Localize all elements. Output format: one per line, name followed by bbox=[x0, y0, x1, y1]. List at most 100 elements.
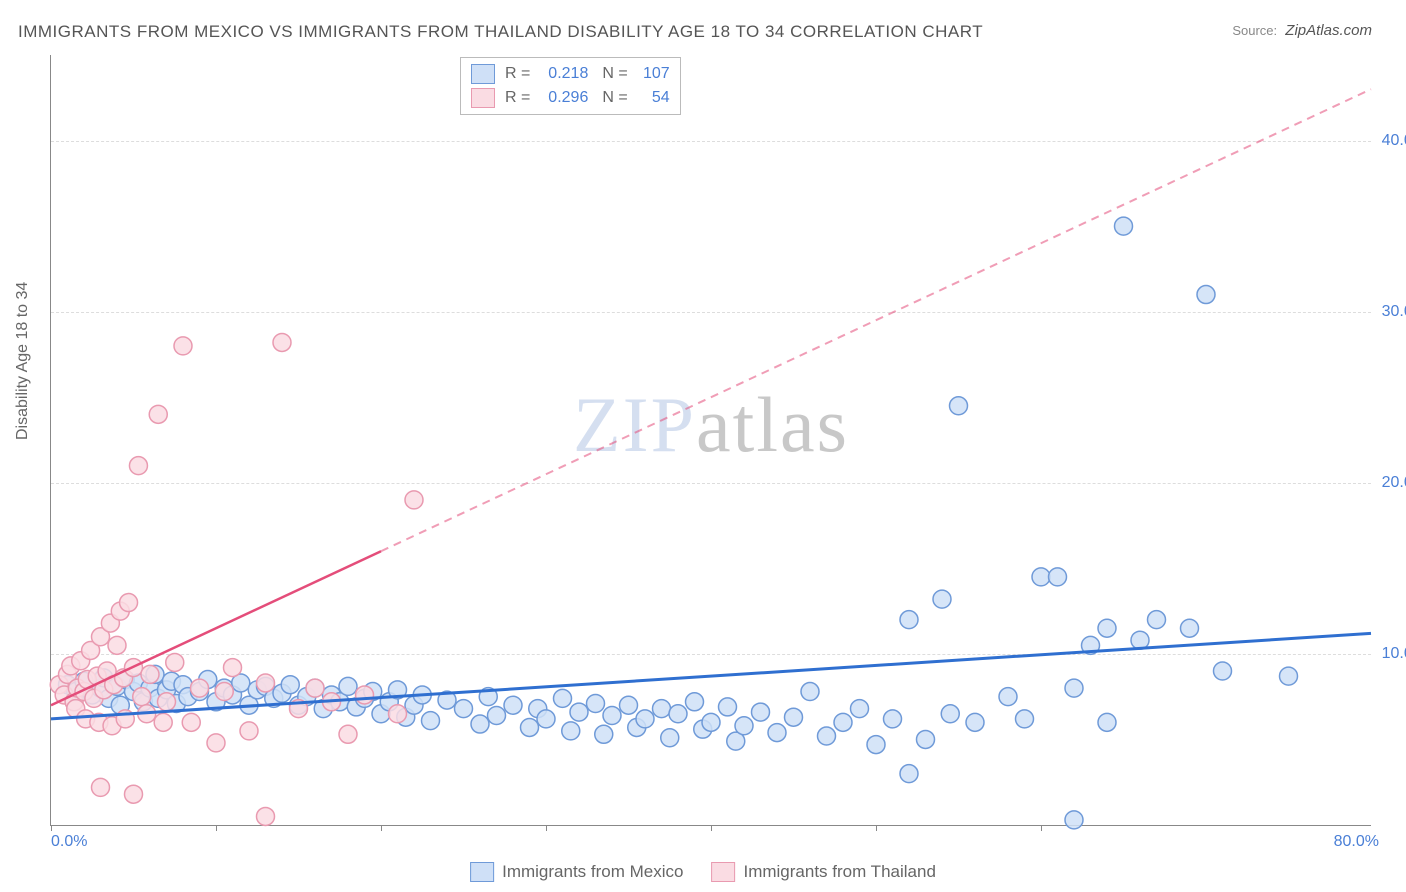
scatter-point bbox=[281, 676, 299, 694]
legend-swatch bbox=[471, 88, 495, 108]
scatter-point bbox=[240, 722, 258, 740]
regression-line bbox=[51, 633, 1371, 719]
x-tick bbox=[51, 825, 52, 831]
legend-stats-row: R = 0.218 N = 107 bbox=[471, 62, 670, 86]
y-tick-label: 30.0% bbox=[1382, 303, 1406, 321]
scatter-point bbox=[653, 700, 671, 718]
scatter-point bbox=[488, 706, 506, 724]
scatter-point bbox=[174, 337, 192, 355]
y-tick-label: 10.0% bbox=[1382, 645, 1406, 663]
scatter-point bbox=[257, 807, 275, 825]
source-label: Source: bbox=[1232, 23, 1277, 38]
x-tick bbox=[876, 825, 877, 831]
scatter-point bbox=[133, 688, 151, 706]
scatter-point bbox=[999, 688, 1017, 706]
scatter-point bbox=[752, 703, 770, 721]
scatter-point bbox=[785, 708, 803, 726]
scatter-point bbox=[966, 713, 984, 731]
x-tick bbox=[711, 825, 712, 831]
scatter-point bbox=[125, 785, 143, 803]
legend-series-item: Immigrants from Mexico bbox=[470, 862, 683, 882]
scatter-point bbox=[1098, 619, 1116, 637]
scatter-point bbox=[669, 705, 687, 723]
legend-r-label: R = bbox=[505, 89, 530, 107]
regression-line-dashed bbox=[381, 89, 1371, 551]
scatter-point bbox=[389, 705, 407, 723]
scatter-point bbox=[158, 693, 176, 711]
scatter-point bbox=[215, 683, 233, 701]
scatter-point bbox=[1197, 286, 1215, 304]
scatter-point bbox=[818, 727, 836, 745]
scatter-point bbox=[141, 665, 159, 683]
scatter-point bbox=[182, 713, 200, 731]
scatter-point bbox=[273, 333, 291, 351]
scatter-point bbox=[1148, 611, 1166, 629]
scatter-point bbox=[768, 724, 786, 742]
legend-swatch bbox=[470, 862, 494, 882]
legend-swatch bbox=[711, 862, 735, 882]
scatter-point bbox=[1214, 662, 1232, 680]
scatter-point bbox=[471, 715, 489, 733]
x-tick bbox=[1041, 825, 1042, 831]
scatter-point bbox=[356, 686, 374, 704]
source-value: ZipAtlas.com bbox=[1285, 22, 1372, 39]
scatter-point bbox=[504, 696, 522, 714]
legend-n-value: 54 bbox=[634, 89, 670, 107]
scatter-point bbox=[92, 778, 110, 796]
scatter-point bbox=[851, 700, 869, 718]
x-tick bbox=[546, 825, 547, 831]
scatter-point bbox=[120, 594, 138, 612]
y-tick-label: 40.0% bbox=[1382, 132, 1406, 150]
scatter-point bbox=[686, 693, 704, 711]
legend-n-value: 107 bbox=[634, 65, 670, 83]
scatter-point bbox=[562, 722, 580, 740]
scatter-point bbox=[801, 683, 819, 701]
scatter-point bbox=[537, 710, 555, 728]
scatter-point bbox=[603, 706, 621, 724]
scatter-point bbox=[900, 611, 918, 629]
scatter-point bbox=[1049, 568, 1067, 586]
scatter-point bbox=[149, 405, 167, 423]
scatter-point bbox=[207, 734, 225, 752]
legend-r-label: R = bbox=[505, 65, 530, 83]
scatter-point bbox=[129, 457, 147, 475]
scatter-point bbox=[405, 491, 423, 509]
scatter-point bbox=[661, 729, 679, 747]
scatter-point bbox=[834, 713, 852, 731]
scatter-point bbox=[154, 713, 172, 731]
scatter-point bbox=[1065, 679, 1083, 697]
source-attribution: Source: ZipAtlas.com bbox=[1232, 22, 1372, 39]
scatter-svg bbox=[51, 55, 1371, 825]
scatter-point bbox=[422, 712, 440, 730]
legend-series-label: Immigrants from Mexico bbox=[502, 862, 683, 882]
legend-swatch bbox=[471, 64, 495, 84]
legend-stats-row: R =0.296N =54 bbox=[471, 86, 670, 110]
scatter-point bbox=[620, 696, 638, 714]
y-tick-label: 20.0% bbox=[1382, 474, 1406, 492]
x-axis-max-label: 80.0% bbox=[1334, 833, 1379, 851]
chart-title: IMMIGRANTS FROM MEXICO VS IMMIGRANTS FRO… bbox=[18, 22, 983, 42]
scatter-point bbox=[719, 698, 737, 716]
scatter-point bbox=[1032, 568, 1050, 586]
scatter-point bbox=[917, 730, 935, 748]
legend-r-value: 0.296 bbox=[536, 89, 588, 107]
scatter-point bbox=[554, 689, 572, 707]
legend-stats-box: R =0.218N =107R =0.296N =54 bbox=[460, 57, 681, 115]
scatter-point bbox=[306, 679, 324, 697]
scatter-point bbox=[595, 725, 613, 743]
x-tick bbox=[381, 825, 382, 831]
scatter-point bbox=[570, 703, 588, 721]
scatter-point bbox=[735, 717, 753, 735]
scatter-point bbox=[933, 590, 951, 608]
scatter-point bbox=[455, 700, 473, 718]
scatter-point bbox=[1065, 811, 1083, 829]
legend-r-value: 0.218 bbox=[536, 65, 588, 83]
scatter-point bbox=[941, 705, 959, 723]
scatter-point bbox=[108, 636, 126, 654]
legend-series: Immigrants from Mexico Immigrants from Th… bbox=[470, 862, 936, 882]
scatter-point bbox=[1280, 667, 1298, 685]
scatter-point bbox=[884, 710, 902, 728]
legend-n-label: N = bbox=[602, 65, 627, 83]
legend-series-item: Immigrants from Thailand bbox=[711, 862, 935, 882]
scatter-point bbox=[257, 674, 275, 692]
